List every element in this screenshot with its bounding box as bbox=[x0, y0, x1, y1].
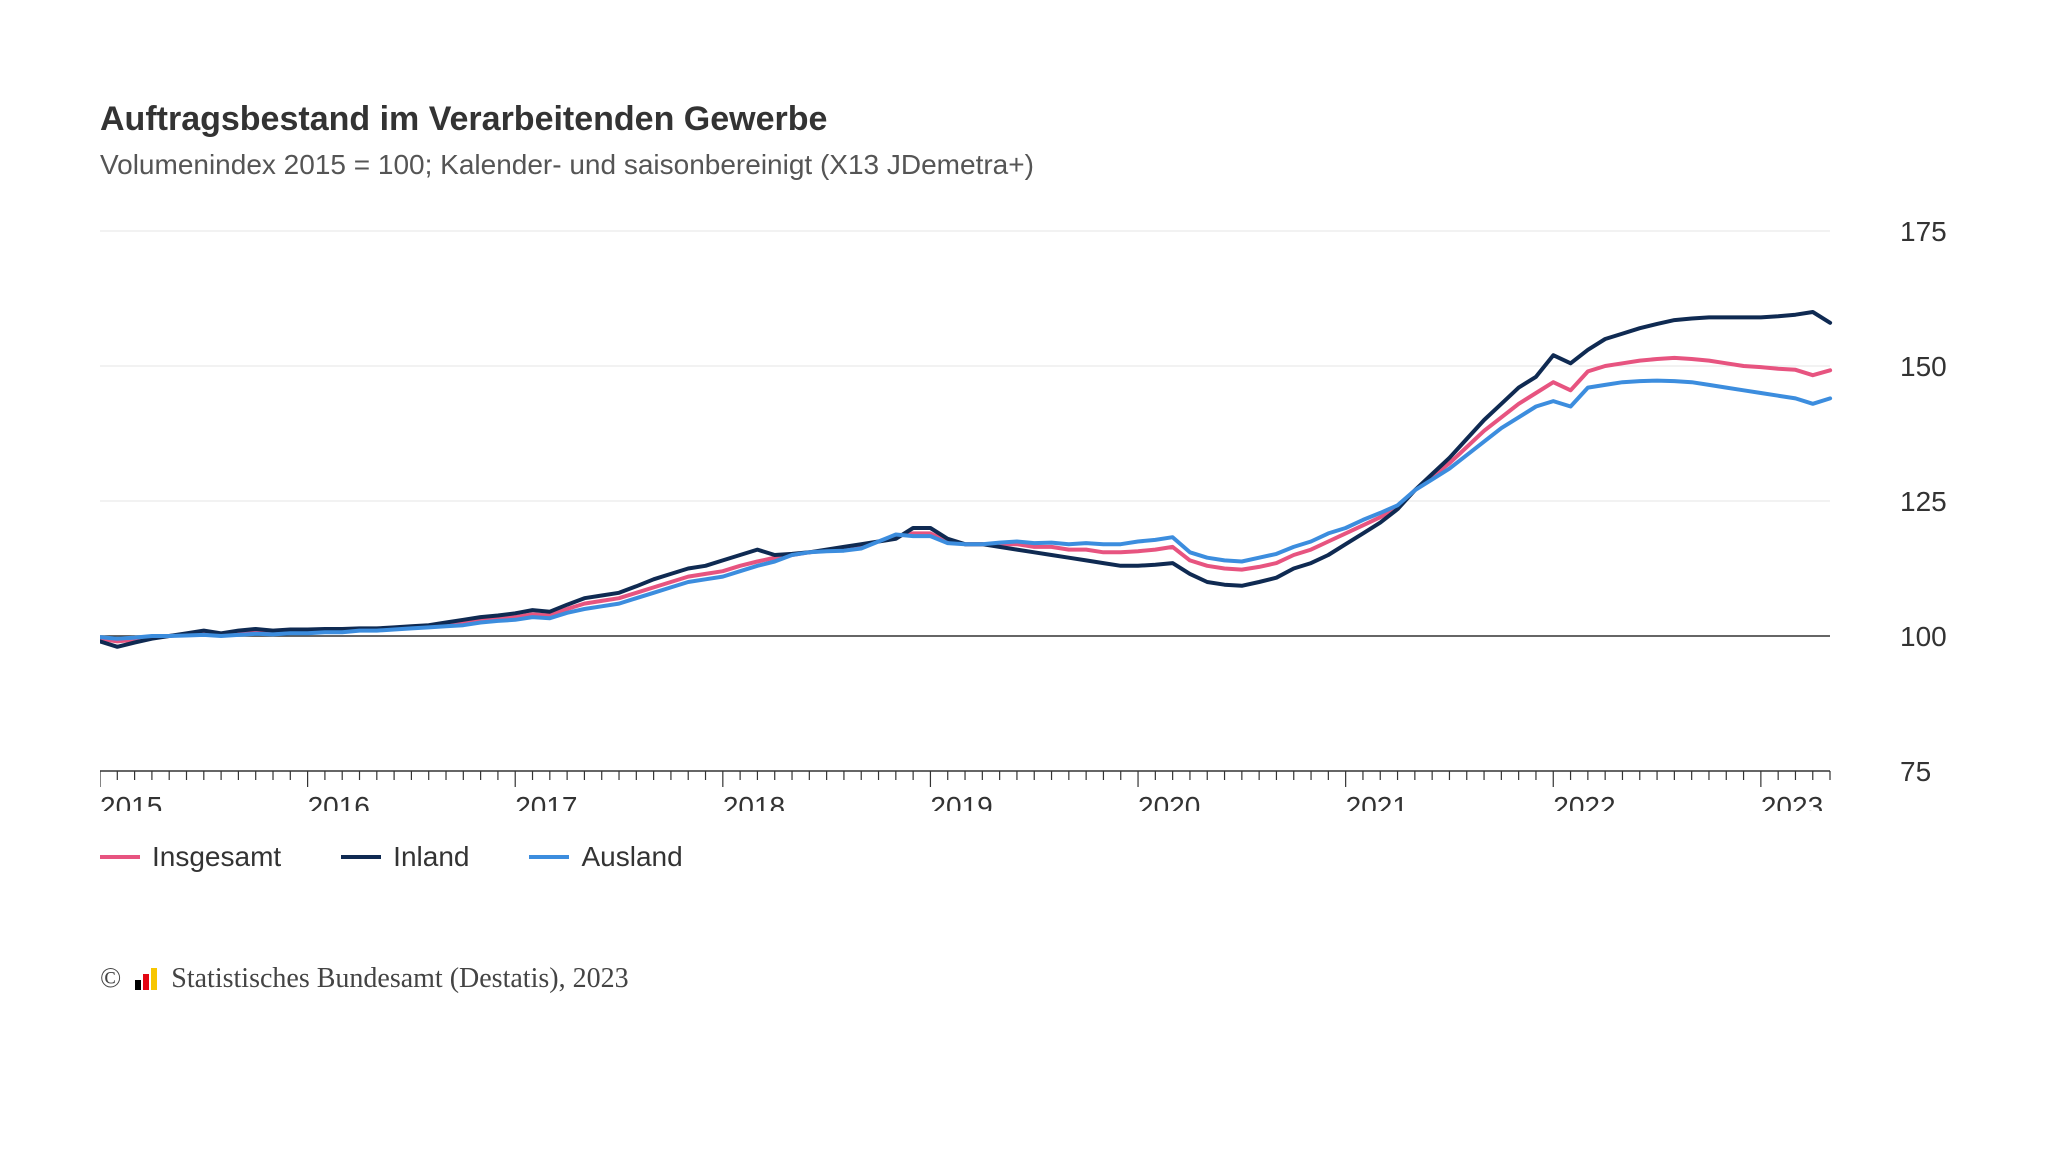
legend-item-ausland: Ausland bbox=[529, 841, 682, 873]
svg-text:150: 150 bbox=[1900, 351, 1947, 382]
svg-text:2019: 2019 bbox=[930, 791, 992, 811]
svg-text:2020: 2020 bbox=[1138, 791, 1200, 811]
source-line: © Statistisches Bundesamt (Destatis), 20… bbox=[100, 963, 1948, 995]
svg-text:2022: 2022 bbox=[1553, 791, 1615, 811]
svg-text:2018: 2018 bbox=[723, 791, 785, 811]
line-chart: 75 100 125 150 175 2015 2016 2017 2018 2019 2020 20… bbox=[100, 211, 1948, 811]
svg-text:2021: 2021 bbox=[1346, 791, 1408, 811]
legend-label: Inland bbox=[393, 841, 469, 873]
svg-text:125: 125 bbox=[1900, 486, 1947, 517]
svg-text:2023: 2023 bbox=[1761, 791, 1823, 811]
legend-label: Insgesamt bbox=[152, 841, 281, 873]
legend-item-inland: Inland bbox=[341, 841, 469, 873]
legend-swatch bbox=[100, 855, 140, 859]
chart-subtitle: Volumenindex 2015 = 100; Kalender- und s… bbox=[100, 149, 1948, 181]
legend: Insgesamt Inland Ausland bbox=[100, 841, 1948, 873]
svg-text:2017: 2017 bbox=[515, 791, 577, 811]
svg-text:2015: 2015 bbox=[100, 791, 162, 811]
svg-text:100: 100 bbox=[1900, 621, 1947, 652]
chart-title: Auftragsbestand im Verarbeitenden Gewerb… bbox=[100, 100, 1948, 139]
svg-text:75: 75 bbox=[1900, 756, 1931, 787]
svg-text:2016: 2016 bbox=[308, 791, 370, 811]
legend-swatch bbox=[341, 855, 381, 859]
source-text: Statistisches Bundesamt (Destatis), 2023 bbox=[171, 963, 628, 995]
legend-label: Ausland bbox=[581, 841, 682, 873]
copyright-symbol: © bbox=[100, 963, 121, 995]
legend-item-insgesamt: Insgesamt bbox=[100, 841, 281, 873]
legend-swatch bbox=[529, 855, 569, 859]
svg-text:175: 175 bbox=[1900, 216, 1947, 247]
destatis-logo-icon bbox=[135, 968, 157, 990]
